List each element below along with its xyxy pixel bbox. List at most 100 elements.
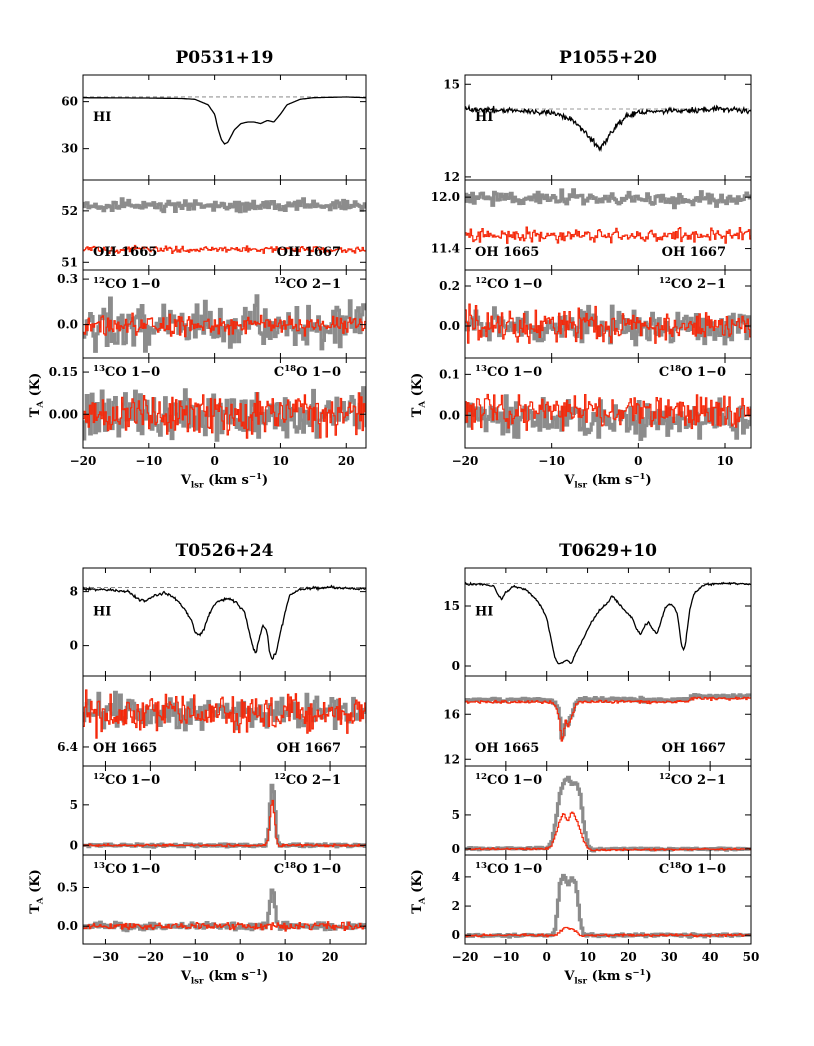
series-line: [83, 96, 366, 145]
line-label: OH 1667: [277, 245, 341, 260]
series-line: [465, 693, 751, 740]
series-line: [465, 393, 751, 432]
line-label: 12CO 2−1: [659, 772, 726, 788]
chart-title: T0629+10: [559, 541, 657, 561]
line-label: 12CO 1−0: [93, 772, 160, 788]
spectrum-panel: 0 5 12CO 1−0 12CO 2−1: [70, 765, 367, 856]
line-label: C18O 1−0: [659, 364, 726, 380]
spectrum-panel: 0 15 HI: [443, 567, 752, 677]
spectrum-panel: 0 2 4 13CO 1−0 C18O 1−0: [452, 854, 752, 945]
chart-title: P0531+19: [176, 48, 274, 68]
x-tick-label: 10: [579, 950, 596, 964]
y-tick-label: 4: [452, 870, 460, 884]
line-label: OH 1665: [475, 741, 539, 756]
y-tick-label: 0: [70, 639, 78, 653]
y-tick-label: 0.15: [49, 365, 78, 379]
spectrum-panel: 6.4 OH 1665 OH 1667: [57, 675, 367, 767]
y-tick-label: 0: [452, 928, 460, 942]
series-line: [465, 873, 751, 939]
y-tick-label: 0.5: [57, 881, 78, 895]
x-tick-label: 20: [338, 454, 355, 468]
x-tick-label: 20: [322, 950, 339, 964]
y-axis-label: TA (K): [28, 869, 45, 914]
line-label: OH 1665: [93, 741, 157, 756]
series-line: [465, 226, 751, 244]
y-tick-label: 30: [61, 142, 78, 156]
x-tick-label: −20: [137, 950, 164, 964]
series-line: [83, 244, 366, 254]
x-tick-label: 20: [620, 950, 637, 964]
x-axis-label: Vlsr (km s−1): [180, 968, 268, 986]
y-tick-label: 8: [70, 585, 78, 599]
spectrum-panel: 0 8 HI: [70, 567, 367, 677]
spectrum-panel: 30 60 HI: [61, 74, 367, 181]
line-label: 13CO 1−0: [93, 364, 160, 380]
y-tick-label: 6.4: [57, 740, 78, 754]
y-axis-label: TA (K): [410, 373, 427, 418]
spectrum-panel: 11.4 12.0 OH 1665 OH 1667: [431, 179, 752, 271]
chart-title: P1055+20: [559, 48, 657, 68]
y-tick-label: 5: [452, 808, 460, 822]
y-tick-label: 52: [61, 204, 78, 218]
x-tick-label: −10: [538, 454, 565, 468]
spectrum-panel: 51 52 OH 1665 OH 1667: [61, 179, 367, 271]
line-label: OH 1667: [277, 741, 341, 756]
line-label: 12CO 2−1: [274, 772, 341, 788]
y-tick-label: 0.1: [439, 367, 460, 381]
x-tick-label: −20: [452, 950, 479, 964]
panel-frame: [464, 74, 752, 181]
chart-3: T0526+24 0 8 HI 6.4 OH 1665 OH 1667 0 5 12CO 1−0 1…: [28, 541, 367, 986]
line-label: 13CO 1−0: [475, 861, 542, 877]
chart-title: T0526+24: [176, 541, 274, 561]
y-tick-label: 0.0: [439, 408, 460, 422]
spectrum-panel: 12 15 HI: [443, 74, 752, 184]
series-line: [465, 696, 751, 742]
y-tick-label: 0: [452, 659, 460, 673]
spectrum-panel: 0 5 12CO 1−0 12CO 2−1: [452, 765, 752, 856]
x-tick-label: 10: [717, 454, 734, 468]
y-tick-label: 0.0: [57, 919, 78, 933]
series-line: [83, 921, 366, 932]
y-tick-label: 12: [443, 170, 460, 184]
y-tick-label: 0.2: [439, 279, 460, 293]
series-line: [83, 689, 366, 739]
series-line: [83, 197, 366, 214]
line-label: 12CO 2−1: [659, 276, 726, 292]
y-tick-label: 16: [443, 707, 460, 721]
y-tick-label: 0.00: [49, 407, 78, 421]
y-tick-label: 12: [443, 752, 460, 766]
line-label: HI: [93, 605, 111, 620]
y-tick-label: 0: [70, 838, 78, 852]
x-tick-label: 0: [543, 950, 551, 964]
panel-frame: [82, 567, 367, 677]
panel-frame: [464, 854, 752, 945]
y-tick-label: 0: [452, 842, 460, 856]
x-tick-label: 40: [702, 950, 719, 964]
line-label: 12CO 1−0: [475, 276, 542, 292]
series-line: [465, 775, 751, 853]
series-line: [465, 581, 751, 665]
series-line: [83, 799, 366, 848]
line-label: C18O 1−0: [274, 861, 341, 877]
series-line: [465, 811, 751, 852]
y-tick-label: 0.0: [439, 319, 460, 333]
line-label: C18O 1−0: [659, 861, 726, 877]
spectrum-panel: 0.0 0.3 12CO 1−0 12CO 2−1: [57, 269, 367, 359]
line-label: HI: [93, 110, 111, 125]
line-label: 13CO 1−0: [475, 364, 542, 380]
y-tick-label: 5: [70, 798, 78, 812]
series-line: [83, 312, 366, 338]
spectrum-panel: 0.0 0.1 13CO 1−0 C18O 1−0: [439, 357, 752, 449]
x-axis-label: Vlsr (km s−1): [180, 472, 268, 490]
chart-1: P0531+19 30 60 HI 51 52 OH 1665 OH 1667 0.0 0.3 12…: [28, 48, 367, 490]
line-label: OH 1665: [475, 245, 539, 260]
y-axis-label: TA (K): [410, 869, 427, 914]
y-axis-label: TA (K): [28, 373, 45, 418]
line-label: C18O 1−0: [274, 364, 341, 380]
series-line: [465, 926, 751, 938]
y-tick-label: 12.0: [431, 190, 460, 204]
x-tick-label: 10: [277, 950, 294, 964]
line-label: 12CO 1−0: [93, 276, 160, 292]
spectrum-panel: 0.00 0.15 13CO 1−0 C18O 1−0: [49, 357, 367, 449]
